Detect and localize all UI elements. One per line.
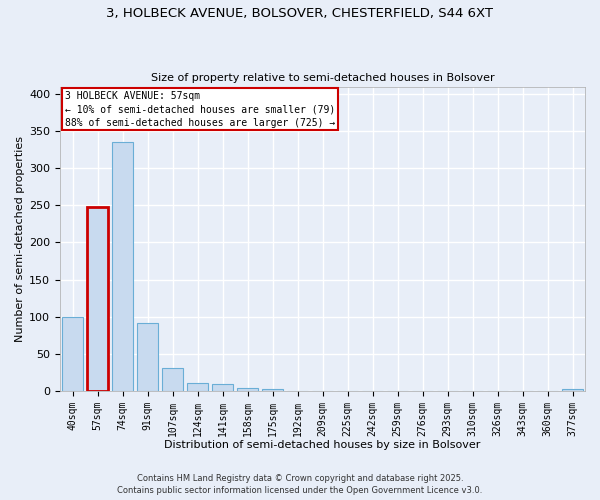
Y-axis label: Number of semi-detached properties: Number of semi-detached properties bbox=[15, 136, 25, 342]
Bar bbox=[137, 324, 158, 391]
Text: Contains HM Land Registry data © Crown copyright and database right 2025.
Contai: Contains HM Land Registry data © Crown c… bbox=[118, 474, 482, 495]
Bar bbox=[162, 368, 183, 391]
Bar bbox=[212, 384, 233, 391]
Bar bbox=[237, 388, 258, 391]
Bar bbox=[87, 207, 108, 391]
X-axis label: Distribution of semi-detached houses by size in Bolsover: Distribution of semi-detached houses by … bbox=[164, 440, 481, 450]
Bar bbox=[112, 142, 133, 391]
Bar bbox=[562, 390, 583, 391]
Bar bbox=[187, 384, 208, 391]
Bar bbox=[262, 390, 283, 391]
Title: Size of property relative to semi-detached houses in Bolsover: Size of property relative to semi-detach… bbox=[151, 73, 494, 83]
Text: 3 HOLBECK AVENUE: 57sqm
← 10% of semi-detached houses are smaller (79)
88% of se: 3 HOLBECK AVENUE: 57sqm ← 10% of semi-de… bbox=[65, 91, 335, 128]
Text: 3, HOLBECK AVENUE, BOLSOVER, CHESTERFIELD, S44 6XT: 3, HOLBECK AVENUE, BOLSOVER, CHESTERFIEL… bbox=[107, 8, 493, 20]
Bar bbox=[62, 316, 83, 391]
